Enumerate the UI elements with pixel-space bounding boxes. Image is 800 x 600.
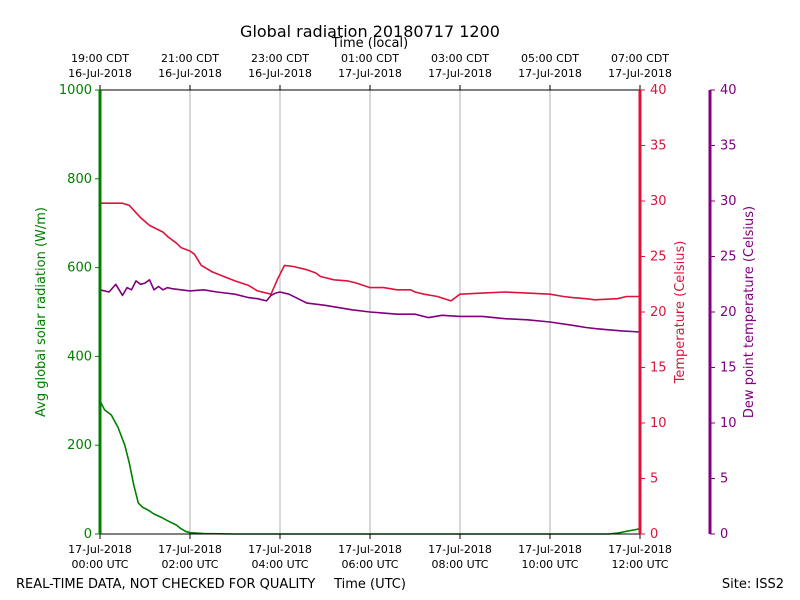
- x-tick-label-time: 06:00 UTC: [341, 558, 398, 571]
- dewpoint-tick-label: 20: [720, 305, 737, 320]
- radiation-tick-label: 0: [84, 527, 92, 542]
- dewpoint-tick-label: 10: [720, 416, 737, 431]
- x-tick-label-date: 17-Jul-2018: [158, 543, 222, 556]
- dewpoint-tick-label: 30: [720, 194, 737, 209]
- top-tick-label-time: 03:00 CDT: [431, 52, 489, 65]
- x-axis-label: Time (UTC): [333, 577, 406, 592]
- temperature-axis-label: Temperature (Celsius): [673, 241, 688, 385]
- temperature-tick-label: 35: [650, 139, 667, 154]
- temperature-series-line: [100, 202, 640, 302]
- quality-notice: REAL-TIME DATA, NOT CHECKED FOR QUALITY: [16, 577, 315, 592]
- top-tick-label-time: 05:00 CDT: [521, 52, 579, 65]
- x-tick-label-time: 10:00 UTC: [521, 558, 578, 571]
- dewpoint-tick-label: 0: [720, 527, 728, 542]
- top-tick-label-time: 21:00 CDT: [161, 52, 219, 65]
- temperature-tick-label: 40: [650, 83, 667, 98]
- temperature-tick-label: 15: [650, 361, 667, 376]
- x-tick-label-date: 17-Jul-2018: [68, 543, 132, 556]
- x-tick-label-time: 02:00 UTC: [161, 558, 218, 571]
- dewpoint-series-line: [99, 278, 641, 333]
- top-tick-label-date: 16-Jul-2018: [248, 67, 312, 80]
- top-tick-label-date: 17-Jul-2018: [518, 67, 582, 80]
- x-tick-label-date: 17-Jul-2018: [608, 543, 672, 556]
- dewpoint-tick-label: 40: [720, 83, 737, 98]
- x-tick-label-time: 12:00 UTC: [611, 558, 668, 571]
- ticks: 17-Jul-2018 00:00 UTC 19:00 CDT 16-Jul-2018…: [34, 52, 757, 571]
- radiation-tick-label: 1000: [59, 83, 92, 98]
- radiation-tick-label: 600: [67, 261, 92, 276]
- top-tick-label-date: 16-Jul-2018: [158, 67, 222, 80]
- x-tick-label-date: 17-Jul-2018: [338, 543, 402, 556]
- dewpoint-tick-label: 25: [720, 250, 737, 265]
- dewpoint-tick-label: 5: [720, 472, 728, 487]
- temperature-tick-label: 25: [650, 250, 667, 265]
- x-tick-label-time: 08:00 UTC: [431, 558, 488, 571]
- x-tick-label-date: 17-Jul-2018: [428, 543, 492, 556]
- axes: [98, 89, 712, 535]
- temperature-tick-label: 0: [650, 527, 658, 542]
- temperature-tick-label: 20: [650, 305, 667, 320]
- top-tick-label-date: 17-Jul-2018: [428, 67, 492, 80]
- x-tick-label-time: 04:00 UTC: [251, 558, 308, 571]
- top-tick-label-time: 19:00 CDT: [71, 52, 129, 65]
- dewpoint-tick-label: 15: [720, 361, 737, 376]
- chart-title: Global radiation 20180717 1200: [240, 22, 500, 41]
- temperature-tick-label: 5: [650, 472, 658, 487]
- top-axis-label: Time (local): [331, 36, 408, 51]
- top-tick-label-time: 01:00 CDT: [341, 52, 399, 65]
- top-tick-label-date: 17-Jul-2018: [338, 67, 402, 80]
- top-tick-label-time: 23:00 CDT: [251, 52, 309, 65]
- radiation-axis-label: Avg global solar radiation (W/m): [34, 207, 49, 417]
- temperature-tick-label: 10: [650, 416, 667, 431]
- top-tick-label-time: 07:00 CDT: [611, 52, 669, 65]
- x-tick-label-date: 17-Jul-2018: [248, 543, 312, 556]
- radiation-tick-label: 800: [67, 172, 92, 187]
- x-tick-label-time: 00:00 UTC: [71, 558, 128, 571]
- temperature-tick-label: 30: [650, 194, 667, 209]
- dewpoint-axis-label: Dew point temperature (Celsius): [742, 206, 757, 418]
- top-tick-label-date: 16-Jul-2018: [68, 67, 132, 80]
- top-tick-label-date: 17-Jul-2018: [608, 67, 672, 80]
- dewpoint-tick-label: 35: [720, 139, 737, 154]
- radiation-tick-label: 400: [67, 349, 92, 364]
- site-label: Site: ISS2: [722, 577, 784, 592]
- x-tick-label-date: 17-Jul-2018: [518, 543, 582, 556]
- radiation-tick-label: 200: [67, 438, 92, 453]
